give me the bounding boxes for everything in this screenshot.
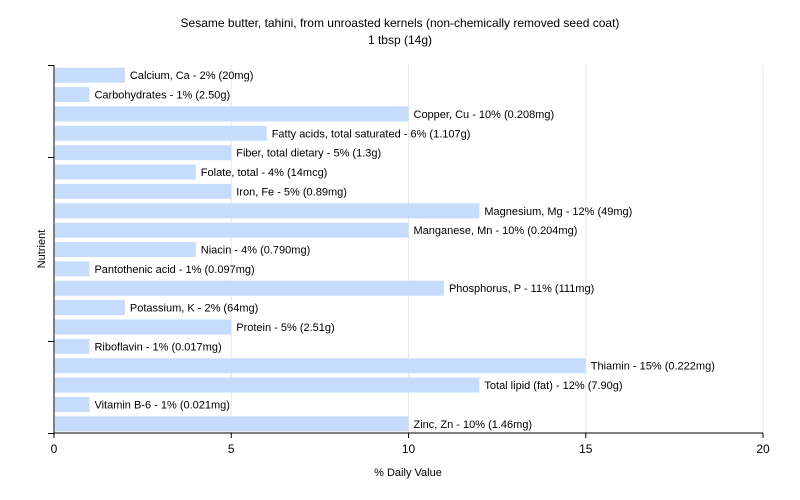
x-tick-label: 15 xyxy=(579,442,593,456)
bar xyxy=(55,416,409,432)
bar-label: Thiamin - 15% (0.222mg) xyxy=(591,361,715,373)
bar xyxy=(55,203,480,219)
bar xyxy=(55,300,125,316)
x-axis-title: % Daily Value xyxy=(374,467,442,479)
bar-label: Vitamin B-6 - 1% (0.021mg) xyxy=(94,399,230,411)
bar xyxy=(55,261,90,277)
bar-label: Phosphorus, P - 11% (111mg) xyxy=(449,283,594,295)
bar-label: Calcium, Ca - 2% (20mg) xyxy=(130,70,253,82)
bars: Calcium, Ca - 2% (20mg) Carbohydrates - 1… xyxy=(55,67,715,432)
axes: 0 5 10 15 20 xyxy=(48,65,770,456)
bar-label: Total lipid (fat) - 12% (7.90g) xyxy=(484,380,622,392)
x-tick-label: 5 xyxy=(228,442,235,456)
bar xyxy=(55,319,232,335)
bar-label: Magnesium, Mg - 12% (49mg) xyxy=(484,206,632,218)
bar-label: Niacin - 4% (0.790mg) xyxy=(201,245,310,257)
bar xyxy=(55,87,90,103)
bar xyxy=(55,396,90,412)
bar-label: Zinc, Zn - 10% (1.46mg) xyxy=(414,419,533,431)
bar-label: Fatty acids, total saturated - 6% (1.107… xyxy=(272,128,471,140)
y-axis-title: Nutrient xyxy=(36,230,48,269)
bar-label: Folate, total - 4% (14mcg) xyxy=(201,167,328,179)
bar-label: Copper, Cu - 10% (0.208mg) xyxy=(414,109,555,121)
bar-label: Pantothenic acid - 1% (0.097mg) xyxy=(94,264,254,276)
bar xyxy=(55,280,444,296)
bar-label: Protein - 5% (2.51g) xyxy=(236,322,334,334)
x-tick-label: 20 xyxy=(756,442,770,456)
bar xyxy=(55,183,232,199)
bar-label: Fiber, total dietary - 5% (1.3g) xyxy=(236,148,381,160)
bar xyxy=(55,106,409,122)
bar xyxy=(55,338,90,354)
chart-title: Sesame butter, tahini, from unroasted ke… xyxy=(181,16,620,30)
bar xyxy=(55,377,480,393)
x-tick-label: 0 xyxy=(51,442,58,456)
bar-label: Carbohydrates - 1% (2.50g) xyxy=(94,90,230,102)
bar xyxy=(55,125,267,141)
bar-label: Riboflavin - 1% (0.017mg) xyxy=(94,341,221,353)
bar xyxy=(55,222,409,238)
chart-subtitle: 1 tbsp (14g) xyxy=(368,33,432,47)
bar-label: Iron, Fe - 5% (0.89mg) xyxy=(236,186,347,198)
bar-label: Potassium, K - 2% (64mg) xyxy=(130,303,258,315)
x-tick-label: 10 xyxy=(402,442,416,456)
bar xyxy=(55,164,196,180)
bar xyxy=(55,358,586,374)
bar xyxy=(55,67,125,83)
bar-label: Manganese, Mn - 10% (0.204mg) xyxy=(414,225,578,237)
bar xyxy=(55,242,196,257)
bar xyxy=(55,145,232,161)
